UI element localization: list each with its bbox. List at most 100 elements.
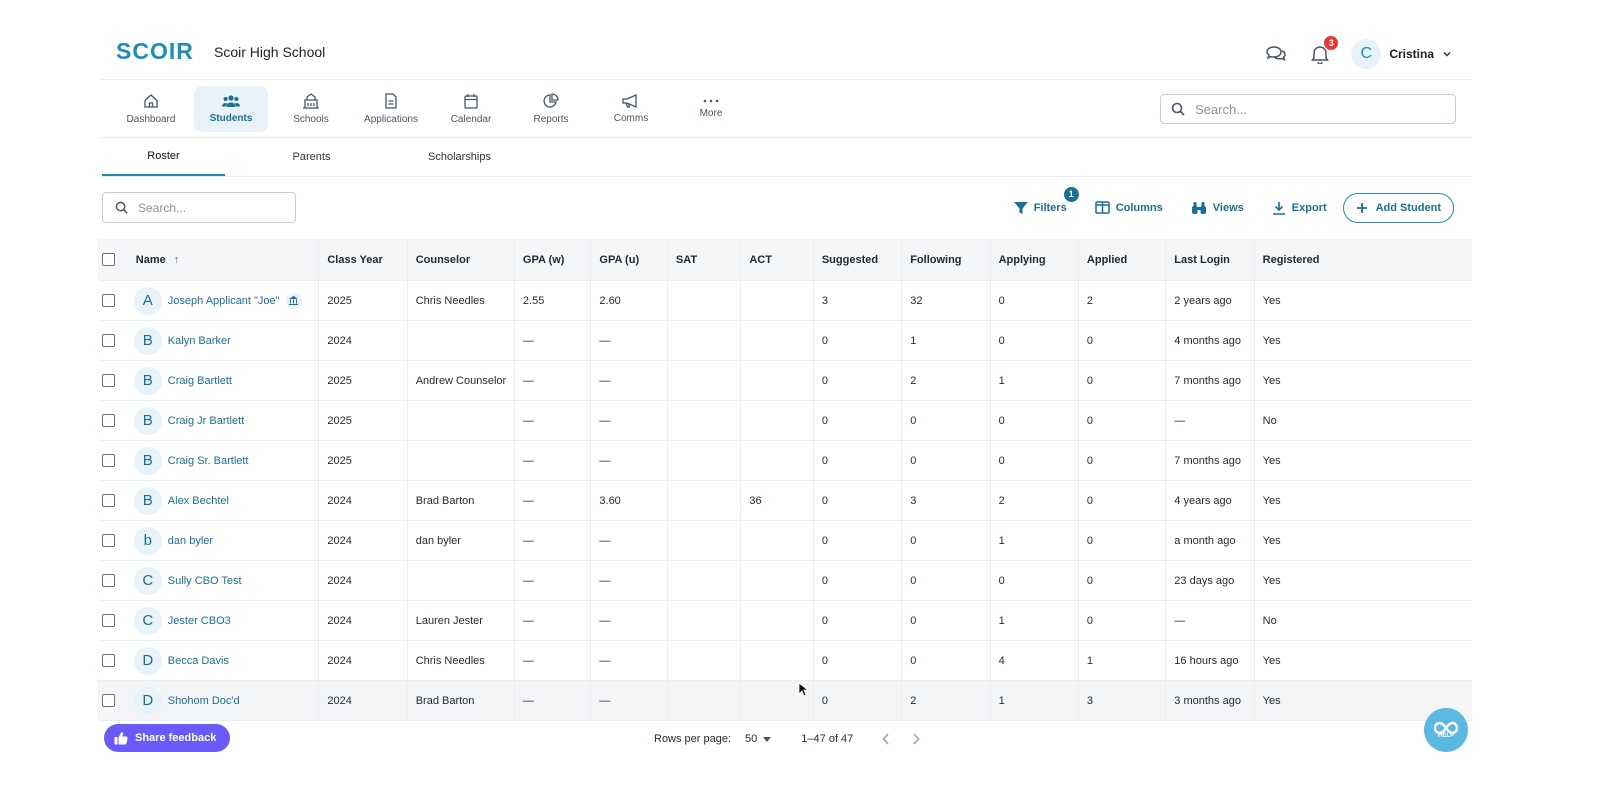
column-header-following[interactable]: Following (902, 239, 991, 280)
filters-label: Filters (1033, 201, 1067, 214)
views-button[interactable]: Views (1191, 201, 1244, 215)
global-search[interactable] (1160, 94, 1456, 124)
row-checkbox[interactable] (102, 614, 115, 627)
row-checkbox[interactable] (102, 294, 115, 307)
column-header-applied[interactable]: Applied (1079, 239, 1167, 280)
applied-cell: 0 (1079, 401, 1167, 440)
name-cell: b dan byler (128, 521, 320, 560)
row-checkbox[interactable] (102, 574, 115, 587)
sat-cell (668, 321, 742, 360)
student-name-link[interactable]: Becca Davis (167, 654, 229, 667)
student-name-link[interactable]: Craig Jr Bartlett (167, 414, 245, 427)
nav-item-schools[interactable]: Schools (274, 86, 348, 132)
row-checkbox[interactable] (102, 374, 115, 387)
row-checkbox[interactable] (102, 694, 115, 707)
last-login-cell: 23 days ago (1166, 561, 1255, 600)
class-year-cell: 2024 (319, 601, 408, 640)
students-table: Name ↑ Class Year Counselor GPA (w) GPA (… (98, 239, 1472, 721)
select-all-checkbox[interactable] (102, 253, 115, 266)
user-menu[interactable]: C Cristina (1351, 39, 1452, 69)
nav-item-dashboard[interactable]: Dashboard (114, 86, 188, 132)
messages-icon[interactable] (1263, 41, 1289, 67)
following-cell: 0 (902, 561, 991, 600)
filters-button[interactable]: Filters 1 (1013, 186, 1079, 215)
scoir-logo[interactable]: SCOIR (116, 38, 194, 64)
table-row[interactable]: B Kalyn Barker 2024— —0 1 0 0 4 months ago Yes (98, 321, 1472, 361)
column-header-gpa-w[interactable]: GPA (w) (515, 239, 592, 280)
rows-per-page-select[interactable]: 50 (745, 733, 772, 745)
nav-item-label: More (699, 108, 723, 119)
next-page-button[interactable] (907, 730, 925, 748)
row-checkbox[interactable] (102, 414, 115, 427)
row-checkbox[interactable] (102, 494, 115, 507)
table-search-input[interactable] (138, 200, 288, 215)
caret-down-icon (763, 736, 772, 742)
column-header-sat[interactable]: SAT (668, 239, 742, 280)
nav-item-calendar[interactable]: Calendar (434, 86, 508, 132)
gpa-weighted-cell: — (515, 321, 592, 360)
nav-item-applications[interactable]: Applications (354, 86, 428, 132)
student-name-link[interactable]: Alex Bechtel (167, 494, 229, 507)
columns-icon (1094, 201, 1110, 214)
add-student-button[interactable]: Add Student (1342, 192, 1454, 223)
notifications-bell-icon[interactable]: 3 (1307, 36, 1339, 67)
plus-icon (1356, 202, 1367, 213)
table-row[interactable]: D Becca Davis 2024 Chris Needles — —0 0 4 1 16 ho… (98, 641, 1472, 681)
column-header-gpa-u[interactable]: GPA (u) (591, 239, 668, 280)
table-row[interactable]: B Craig Jr Bartlett 2025— —0 0 0 0— No (98, 401, 1472, 441)
column-header-last-login[interactable]: Last Login (1166, 239, 1255, 280)
column-header-act[interactable]: ACT (741, 239, 814, 280)
nav-item-more[interactable]: More (674, 86, 748, 132)
columns-button[interactable]: Columns (1094, 201, 1163, 214)
nav-item-comms[interactable]: Comms (594, 86, 668, 132)
registered-cell: Yes (1262, 694, 1281, 707)
sat-cell (668, 441, 742, 480)
global-search-input[interactable] (1195, 101, 1435, 117)
previous-page-button[interactable] (877, 730, 895, 748)
applying-cell: 0 (991, 321, 1079, 360)
help-button[interactable]: HELP (1424, 708, 1468, 752)
table-row[interactable]: C Sully CBO Test 2024— —0 0 0 0 23 days ago Yes (98, 561, 1472, 601)
column-header-registered[interactable]: Registered (1262, 253, 1320, 266)
share-feedback-button[interactable]: Share feedback (104, 724, 231, 752)
table-row[interactable]: B Craig Sr. Bartlett 2025— —0 0 0 0 7 months ag… (98, 441, 1472, 481)
institution-icon[interactable] (285, 292, 302, 309)
row-checkbox[interactable] (102, 334, 115, 347)
nav-item-reports[interactable]: Reports (514, 86, 588, 132)
tab-roster[interactable]: Roster (102, 138, 225, 176)
tab-parents[interactable]: Parents (292, 151, 331, 163)
last-login-cell: — (1166, 601, 1255, 640)
table-row[interactable]: D Shohom Doc'd 2024 Brad Barton — —0 2 1 3 3 mont… (98, 681, 1472, 721)
student-name-link[interactable]: Kalyn Barker (167, 334, 231, 347)
gpa-unweighted-cell: — (591, 441, 668, 480)
tab-scholarships[interactable]: Scholarships (428, 151, 491, 163)
column-header-class-year[interactable]: Class Year (319, 239, 408, 280)
row-select-cell (98, 481, 128, 520)
table-row[interactable]: B Craig Bartlett 2025 Andrew Counselor — —0 2 1… (98, 361, 1472, 401)
student-name-link[interactable]: Craig Bartlett (167, 374, 232, 387)
column-header-applying[interactable]: Applying (991, 239, 1079, 280)
rows-per-page-label: Rows per page: (654, 733, 732, 745)
student-name-link[interactable]: Shohom Doc'd (167, 694, 240, 707)
table-row[interactable]: b dan byler 2024 dan byler — —0 0 1 0 a month ago… (98, 521, 1472, 561)
counselor-cell: Brad Barton (408, 681, 515, 720)
table-row[interactable]: B Alex Bechtel 2024 Brad Barton —3.60 36 0 3 2 0 4… (98, 481, 1472, 521)
table-row[interactable]: C Jester CBO3 2024 Lauren Jester — —0 0 1 0— No (98, 601, 1472, 641)
top-bar: SCOIR Scoir High School 3 C Cristina (100, 28, 1472, 80)
nav-item-students[interactable]: Students (194, 86, 268, 132)
student-name-link[interactable]: Joseph Applicant "Joe" (167, 294, 280, 307)
student-name-link[interactable]: dan byler (167, 534, 214, 547)
column-header-suggested[interactable]: Suggested (814, 239, 903, 280)
table-search[interactable] (102, 192, 296, 223)
column-header-name[interactable]: Name ↑ (128, 239, 320, 280)
student-name-link[interactable]: Sully CBO Test (167, 574, 242, 587)
row-checkbox[interactable] (102, 654, 115, 667)
row-checkbox[interactable] (102, 454, 115, 467)
export-button[interactable]: Export (1272, 201, 1327, 215)
row-checkbox[interactable] (102, 534, 115, 547)
table-row[interactable]: A Joseph Applicant "Joe" 2025 Chris Needles… (98, 281, 1472, 321)
student-name-link[interactable]: Craig Sr. Bartlett (167, 454, 249, 467)
student-name-link[interactable]: Jester CBO3 (167, 614, 231, 627)
table-footer: Share feedback Rows per page: 50 1–47 of… (0, 720, 1600, 756)
column-header-counselor[interactable]: Counselor (408, 239, 515, 280)
